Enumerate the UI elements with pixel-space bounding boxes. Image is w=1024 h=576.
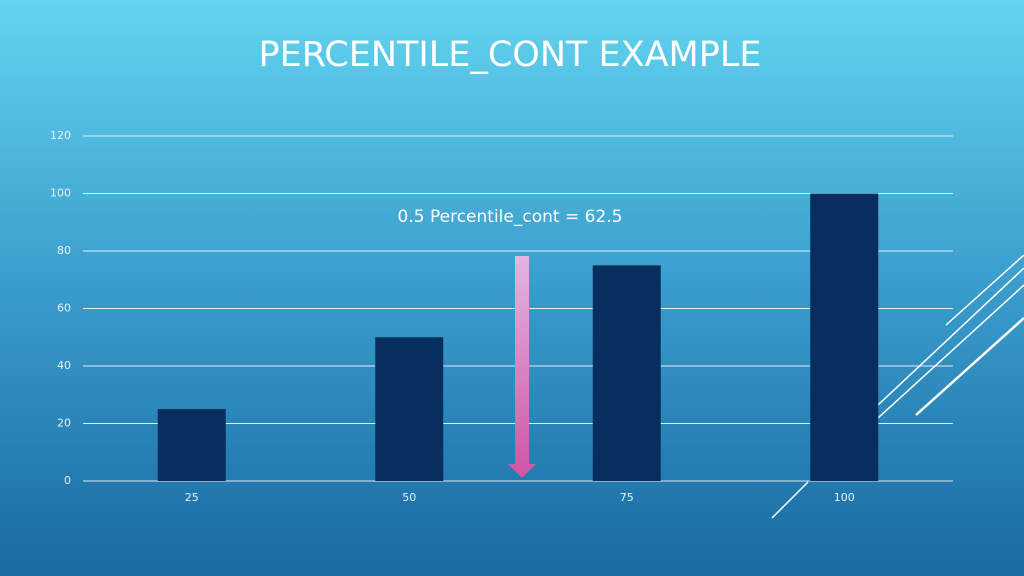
y-tick-label: 0: [64, 474, 71, 487]
deco-line: [771, 481, 809, 519]
y-tick-label: 80: [57, 244, 71, 257]
deco-line: [877, 267, 1024, 406]
y-tick-label: 120: [50, 129, 71, 142]
x-tick-label: 25: [185, 491, 199, 504]
chart-title: PERCENTILE_CONT EXAMPLE: [259, 35, 762, 75]
y-tick-label: 100: [50, 187, 71, 200]
deco-line: [945, 254, 1024, 326]
bar: [592, 265, 661, 481]
y-tick-label: 40: [57, 359, 71, 372]
deco-line: [915, 317, 1024, 416]
y-tick-label: 20: [57, 417, 71, 430]
arrow: [508, 256, 536, 478]
bar: [157, 409, 226, 481]
annotation: 0.5 Percentile_cont = 62.5: [398, 207, 623, 227]
arrow-shaft: [515, 256, 529, 464]
x-tick-label: 75: [620, 491, 634, 504]
x-tick-label: 100: [834, 491, 855, 504]
arrow-head: [508, 464, 536, 478]
decoration: [771, 254, 1024, 519]
bar: [810, 193, 879, 481]
deco-line: [877, 284, 1024, 419]
x-tick-label: 50: [402, 491, 416, 504]
y-tick-label: 60: [57, 302, 71, 315]
bar: [375, 337, 444, 481]
